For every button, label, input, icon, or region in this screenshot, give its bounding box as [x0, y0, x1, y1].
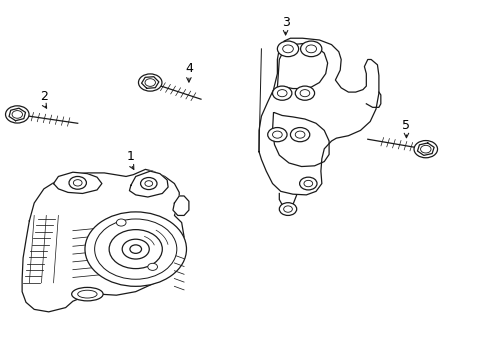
Circle shape	[279, 203, 296, 215]
Circle shape	[300, 41, 321, 57]
Text: 2: 2	[40, 90, 48, 103]
Text: 4: 4	[184, 62, 192, 75]
Circle shape	[420, 145, 430, 153]
Circle shape	[299, 177, 316, 190]
Polygon shape	[259, 38, 378, 195]
Polygon shape	[53, 172, 102, 193]
Circle shape	[5, 106, 29, 123]
Polygon shape	[173, 196, 188, 215]
Circle shape	[272, 131, 282, 138]
Text: 1: 1	[127, 150, 135, 163]
Circle shape	[12, 111, 22, 118]
Text: 5: 5	[402, 118, 409, 131]
Circle shape	[290, 127, 309, 142]
Circle shape	[138, 74, 162, 91]
Text: 3: 3	[281, 16, 289, 29]
Polygon shape	[142, 77, 159, 88]
Circle shape	[282, 45, 293, 53]
Circle shape	[295, 86, 314, 100]
Circle shape	[413, 140, 437, 158]
Circle shape	[122, 239, 149, 259]
Ellipse shape	[78, 290, 97, 298]
Circle shape	[295, 131, 305, 138]
Circle shape	[277, 41, 298, 57]
Circle shape	[272, 86, 291, 100]
Circle shape	[109, 230, 162, 269]
Circle shape	[73, 180, 82, 186]
Circle shape	[95, 219, 177, 279]
Ellipse shape	[72, 287, 103, 301]
Circle shape	[300, 90, 309, 97]
Circle shape	[305, 45, 316, 53]
Circle shape	[147, 263, 157, 270]
Circle shape	[85, 212, 186, 286]
Circle shape	[116, 219, 126, 226]
Polygon shape	[129, 171, 168, 197]
Polygon shape	[9, 108, 25, 121]
Polygon shape	[417, 143, 433, 156]
Circle shape	[144, 181, 152, 186]
Circle shape	[69, 176, 86, 189]
Circle shape	[304, 180, 312, 187]
Circle shape	[140, 177, 157, 190]
Circle shape	[277, 90, 286, 97]
Circle shape	[267, 127, 286, 142]
Circle shape	[283, 206, 292, 212]
Polygon shape	[22, 169, 183, 312]
Circle shape	[130, 245, 141, 253]
Circle shape	[145, 79, 155, 86]
